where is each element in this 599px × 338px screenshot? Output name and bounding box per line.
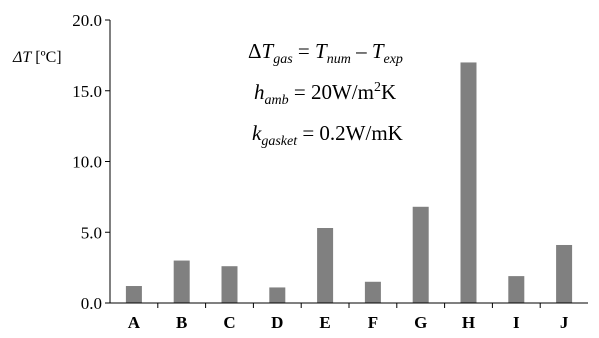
bar-D	[269, 287, 286, 303]
y-tick-label: 15.0	[72, 82, 102, 101]
y-axis-label-symbol: ΔT	[12, 49, 32, 66]
bars-group	[125, 62, 573, 304]
x-labels-group: A B C D E F G H I J	[128, 303, 569, 332]
annotation-delta-t: ΔTgas = Tnum – Texp	[248, 39, 403, 67]
bar-E	[317, 228, 334, 303]
bar-J	[556, 244, 573, 303]
y-tick-label: 5.0	[81, 223, 102, 242]
y-tick-label: 20.0	[72, 11, 102, 30]
y-tick-label: 10.0	[72, 153, 102, 172]
bar-A	[125, 286, 142, 303]
x-tick-label-D: D	[271, 313, 283, 332]
x-tick-label-F: F	[368, 313, 378, 332]
y-tick-label: 0.0	[81, 294, 102, 313]
y-axis-label-unit: [ºC]	[31, 49, 61, 66]
annotation-h-amb: hamb = 20W/m2K	[254, 80, 396, 108]
y-axis-label: ΔT [ºC]	[12, 49, 62, 66]
x-tick-label-E: E	[319, 313, 330, 332]
y-ticks-group: 0.0 5.0 10.0 15.0 20.0	[72, 11, 110, 313]
bar-F	[364, 281, 381, 303]
x-tick-label-J: J	[560, 313, 569, 332]
bar-I	[508, 276, 525, 303]
bar-H	[460, 62, 477, 304]
x-tick-label-G: G	[414, 313, 427, 332]
x-tick-label-A: A	[128, 313, 141, 332]
bar-C	[221, 266, 238, 303]
bar-B	[173, 260, 190, 303]
x-tick-label-H: H	[462, 313, 475, 332]
x-tick-label-B: B	[176, 313, 187, 332]
bar-G	[412, 206, 429, 303]
x-tick-label-C: C	[223, 313, 235, 332]
x-tick-label-I: I	[513, 313, 520, 332]
annotation-k-gasket: kgasket = 0.2W/mK	[252, 121, 403, 149]
